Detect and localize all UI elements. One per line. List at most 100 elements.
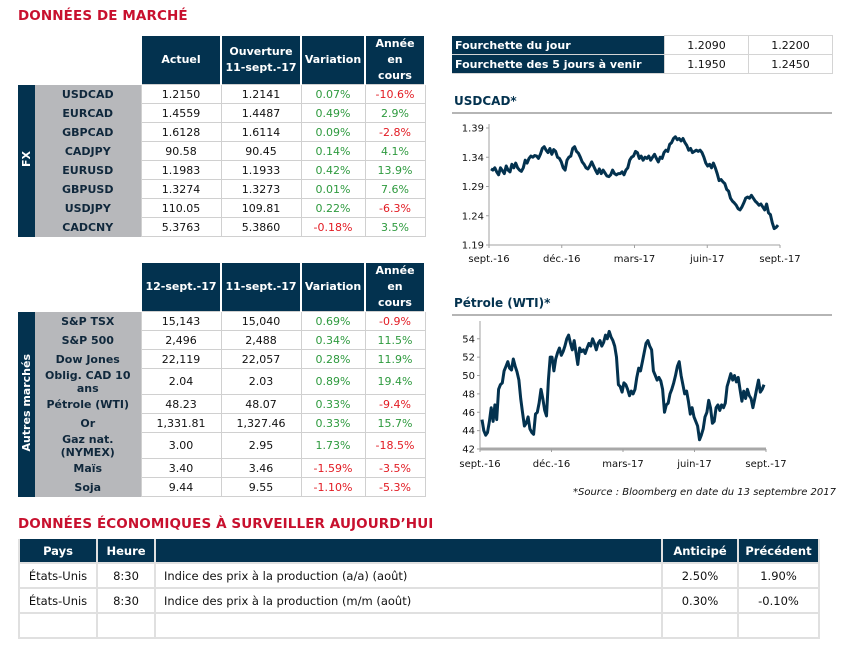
range-row: Fourchette des 5 jours à venir 1.1950 1.24… [452, 54, 833, 74]
change-value: 0.42% [300, 160, 366, 180]
ytd-value: 2.9% [364, 103, 426, 123]
usdcad-chart-divider [452, 112, 832, 114]
current-value: 9.44 [140, 477, 222, 497]
time-cell: 8:30 [96, 587, 156, 614]
series-line-wti [480, 329, 766, 442]
wti-chart: 42 44 46 48 50 52 54 sept.-16 déc.-16 mars-17 juin… [459, 321, 787, 470]
change-value: 0.89% [300, 368, 366, 395]
current-value: 3.00 [140, 432, 222, 459]
current-value: 3.40 [140, 458, 222, 478]
current-value: 15,143 [140, 311, 222, 331]
row-label: CADJPY [35, 141, 141, 161]
usdcad-chart-title: USDCAD* [454, 94, 517, 108]
fx-header-ytd: Année en cours [364, 36, 426, 85]
table-row: Maïs 3.40 3.46 -1.59% -3.5% [18, 458, 426, 478]
other-markets-side-label: Autres marchés [18, 311, 35, 497]
wti-chart-title: Pétrole (WTI)* [454, 296, 551, 310]
change-value: 0.09% [300, 122, 366, 142]
other-markets-table: 12-sept.-17 11-sept.-17 Variation Année … [18, 263, 426, 497]
country-cell [18, 612, 98, 639]
change-value: 0.49% [300, 103, 366, 123]
table-row: CADCNY 5.3763 5.3860 -0.18% 3.5% [18, 217, 426, 237]
open-value: 22,057 [220, 349, 302, 369]
y-tick-label: 46 [462, 408, 475, 419]
x-tick-label: sept.-17 [745, 459, 786, 470]
indicator-cell: Indice des prix à la production (a/a) (a… [154, 562, 663, 589]
change-value: 0.07% [300, 84, 366, 104]
y-tick-label: 50 [462, 371, 475, 382]
current-value: 48.23 [140, 394, 222, 414]
ytd-value: 4.1% [364, 141, 426, 161]
country-cell: États-Unis [18, 562, 98, 589]
open-value: 5.3860 [220, 217, 302, 237]
row-label: S&P 500 [35, 330, 141, 350]
table-row: Soja 9.44 9.55 -1.10% -5.3% [18, 477, 426, 497]
ytd-value: -6.3% [364, 198, 426, 218]
ytd-value: 7.6% [364, 179, 426, 199]
change-value: 0.69% [300, 311, 366, 331]
range-table: Fourchette du jour 1.2090 1.2200 Fourchette… [452, 35, 833, 74]
x-tick-label: sept.-16 [468, 254, 509, 265]
row-label: Maïs [35, 458, 141, 478]
ytd-value: 13.9% [364, 160, 426, 180]
y-tick-label: 1.29 [462, 182, 484, 193]
table-row: Autres marchés S&P TSX 15,143 15,040 0.69% -0… [18, 311, 426, 497]
other-header-change: Variation [300, 263, 366, 312]
current-value: 1,331.81 [140, 413, 222, 433]
economic-table: Pays Heure Anticipé Précédent États-Unis… [18, 539, 820, 639]
table-row: Dow Jones 22,119 22,057 0.28% 11.9% [18, 349, 426, 369]
y-tick-label: 1.34 [462, 153, 484, 164]
change-value: 0.33% [300, 394, 366, 414]
row-label: USDJPY [35, 198, 141, 218]
source-note: *Source : Bloomberg en date du 13 septem… [573, 487, 836, 498]
ytd-value: 11.9% [364, 349, 426, 369]
open-value: 15,040 [220, 311, 302, 331]
table-row: FX USDCAD 1.2150 1.2141 0.07% -10.6% [18, 84, 426, 237]
table-row: GBPCAD 1.6128 1.6114 0.09% -2.8% [18, 122, 426, 142]
x-tick-label: juin-17 [676, 459, 712, 470]
current-value: 22,119 [140, 349, 222, 369]
row-label: Oblig. CAD 10 ans [35, 368, 141, 395]
country-cell: États-Unis [18, 587, 98, 614]
other-markets-table-body: Autres marchés S&P TSX 15,143 15,040 0.69% -0… [18, 311, 426, 497]
expected-cell: 0.30% [661, 587, 739, 614]
table-row: Oblig. CAD 10 ans 2.04 2.03 0.89% 19.4% [18, 368, 426, 395]
row-label: Dow Jones [35, 349, 141, 369]
open-value: 1.1933 [220, 160, 302, 180]
ytd-value: -3.5% [364, 458, 426, 478]
row-label: EURCAD [35, 103, 141, 123]
open-value: 1.3273 [220, 179, 302, 199]
ytd-value: -10.6% [364, 84, 426, 104]
range-row: Fourchette du jour 1.2090 1.2200 [452, 35, 833, 55]
fx-header-current: Actuel [140, 36, 222, 85]
economic-data-title: DONNÉES ÉCONOMIQUES À SURVEILLER AUJOURD… [18, 516, 434, 532]
change-value: -1.10% [300, 477, 366, 497]
change-value: -1.59% [300, 458, 366, 478]
x-tick-label: mars-17 [614, 254, 656, 265]
x-tick-label: juin-17 [689, 254, 725, 265]
time-cell [96, 612, 156, 639]
range-low: 1.2090 [664, 35, 749, 55]
change-value: 1.73% [300, 432, 366, 459]
table-row [18, 612, 820, 639]
y-tick-label: 48 [462, 389, 475, 400]
open-value: 2,488 [220, 330, 302, 350]
ytd-value: 11.5% [364, 330, 426, 350]
eco-header-previous: Précédent [737, 539, 820, 563]
open-value: 9.55 [220, 477, 302, 497]
current-value: 110.05 [140, 198, 222, 218]
y-tick-label: 1.39 [462, 124, 484, 135]
fx-table: Actuel Ouverture 11-sept.-17 Variation An… [18, 36, 426, 237]
open-value: 1,327.46 [220, 413, 302, 433]
ytd-value: -9.4% [364, 394, 426, 414]
row-label: Or [35, 413, 141, 433]
open-value: 109.81 [220, 198, 302, 218]
fx-header-change: Variation [300, 36, 366, 85]
ytd-value: -18.5% [364, 432, 426, 459]
range-low: 1.1950 [664, 54, 749, 74]
ytd-value: 19.4% [364, 368, 426, 395]
row-label: USDCAD [35, 84, 141, 104]
range-label: Fourchette du jour [452, 35, 665, 55]
open-value: 2.03 [220, 368, 302, 395]
table-row: Or 1,331.81 1,327.46 0.33% 15.7% [18, 413, 426, 433]
